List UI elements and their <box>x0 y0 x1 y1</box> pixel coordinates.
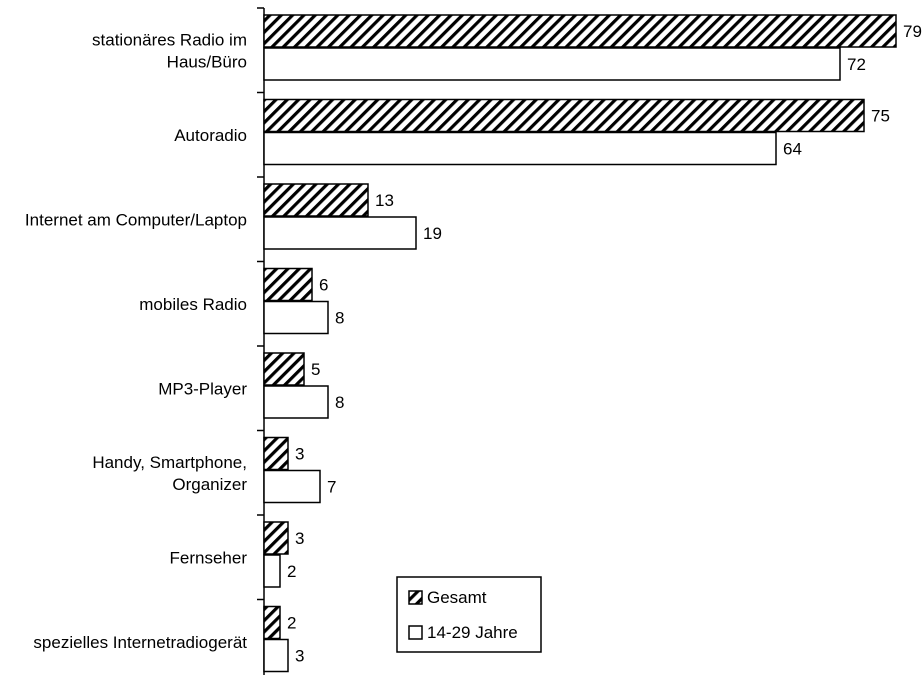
category-label-line: Fernseher <box>170 548 248 567</box>
bars <box>263 14 897 673</box>
data-label: 79 <box>903 22 922 41</box>
category-label-line: Autoradio <box>174 126 247 145</box>
bar-14-29-jahre <box>263 131 777 166</box>
bar-gesamt <box>263 352 305 386</box>
bar-14-29-jahre <box>263 469 321 504</box>
legend: Gesamt 14-29 Jahre <box>396 576 542 653</box>
category-label: Fernseher <box>170 548 248 567</box>
category-label: mobiles Radio <box>139 295 247 314</box>
data-label: 19 <box>423 224 442 243</box>
data-label: 8 <box>335 393 344 412</box>
category-label-line: Haus/Büro <box>167 52 247 71</box>
bar-gesamt <box>263 14 897 48</box>
bar-14-29-jahre <box>263 385 329 419</box>
data-label: 3 <box>295 445 304 464</box>
data-label: 8 <box>335 309 344 328</box>
category-label-line: Organizer <box>172 475 247 494</box>
category-label-line: Handy, Smartphone, <box>92 453 247 472</box>
y-axis <box>257 7 265 675</box>
data-label: 72 <box>847 55 866 74</box>
data-label: 7 <box>327 478 336 497</box>
labels: stationäres Radio im Haus/Büro7972Autorad… <box>25 22 922 666</box>
data-label: 3 <box>295 529 304 548</box>
bar-gesamt <box>263 98 865 133</box>
data-label: 3 <box>295 647 304 666</box>
legend-label-gesamt: Gesamt <box>427 588 487 607</box>
category-label-line: mobiles Radio <box>139 295 247 314</box>
data-label: 6 <box>319 276 328 295</box>
bar-14-29-jahre <box>263 47 841 81</box>
bar-14-29-jahre <box>263 300 329 335</box>
data-label: 13 <box>375 191 394 210</box>
data-label: 2 <box>287 614 296 633</box>
legend-swatch-14-29 <box>408 625 423 640</box>
bar-gesamt <box>263 183 369 217</box>
legend-label-14-29: 14-29 Jahre <box>427 623 518 642</box>
category-label: spezielles Internetradiogerät <box>33 633 247 652</box>
bar-14-29-jahre <box>263 216 417 250</box>
category-label: MP3-Player <box>158 379 247 398</box>
category-label: stationäres Radio im Haus/Büro <box>92 30 247 71</box>
data-label: 64 <box>783 140 802 159</box>
bar-14-29-jahre <box>263 638 289 673</box>
data-label: 2 <box>287 562 296 581</box>
bar-gesamt <box>263 521 289 555</box>
category-label: Internet am Computer/Laptop <box>25 210 247 229</box>
data-label: 5 <box>311 360 320 379</box>
bar-gesamt <box>263 436 289 471</box>
category-label-line: stationäres Radio im <box>92 30 247 49</box>
bar-14-29-jahre <box>263 554 281 588</box>
category-label-line: MP3-Player <box>158 379 247 398</box>
bar-gesamt <box>263 605 281 640</box>
data-label: 75 <box>871 107 890 126</box>
bar-gesamt <box>263 267 313 302</box>
category-label: Handy, Smartphone, Organizer <box>92 453 247 494</box>
category-label-line: spezielles Internetradiogerät <box>33 633 247 652</box>
legend-swatch-gesamt <box>408 590 423 605</box>
category-label-line: Internet am Computer/Laptop <box>25 210 247 229</box>
category-label: Autoradio <box>174 126 247 145</box>
